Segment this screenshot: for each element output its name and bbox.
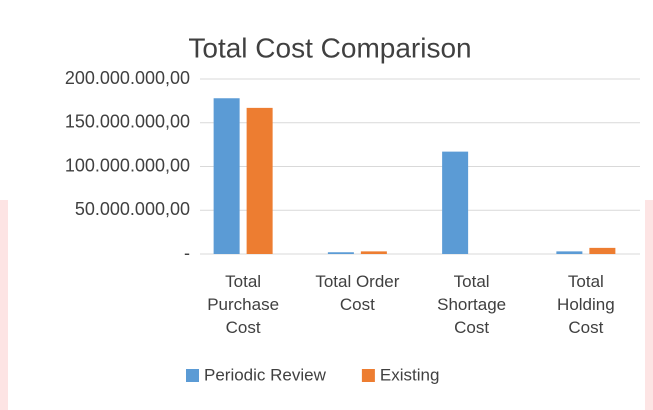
legend-label: Periodic Review	[204, 365, 327, 384]
background-strip	[645, 200, 653, 410]
x-tick-label: Total Holding Cost	[557, 272, 615, 337]
bar	[556, 251, 583, 254]
y-tick-label: 150.000.000,00	[65, 112, 190, 132]
bar	[213, 98, 240, 254]
x-tick-label: Total Purchase Cost	[207, 272, 280, 337]
bar	[327, 252, 354, 254]
bar	[442, 151, 469, 254]
chart-title: Total Cost Comparison	[188, 32, 471, 63]
bar	[360, 251, 387, 254]
background-strip	[0, 200, 8, 410]
x-tick-label: Total Order Cost	[315, 272, 400, 314]
legend-swatch	[361, 369, 375, 382]
y-tick-label: -	[184, 243, 190, 263]
bar	[589, 247, 616, 254]
y-tick-label: 50.000.000,00	[75, 199, 190, 219]
bar	[246, 107, 273, 254]
y-tick-label: 200.000.000,00	[65, 68, 190, 88]
legend-swatch	[186, 369, 199, 382]
x-tick-label: Total Shortage Cost	[437, 272, 507, 337]
legend-label: Existing	[380, 365, 440, 384]
y-tick-label: 100.000.000,00	[65, 155, 190, 175]
